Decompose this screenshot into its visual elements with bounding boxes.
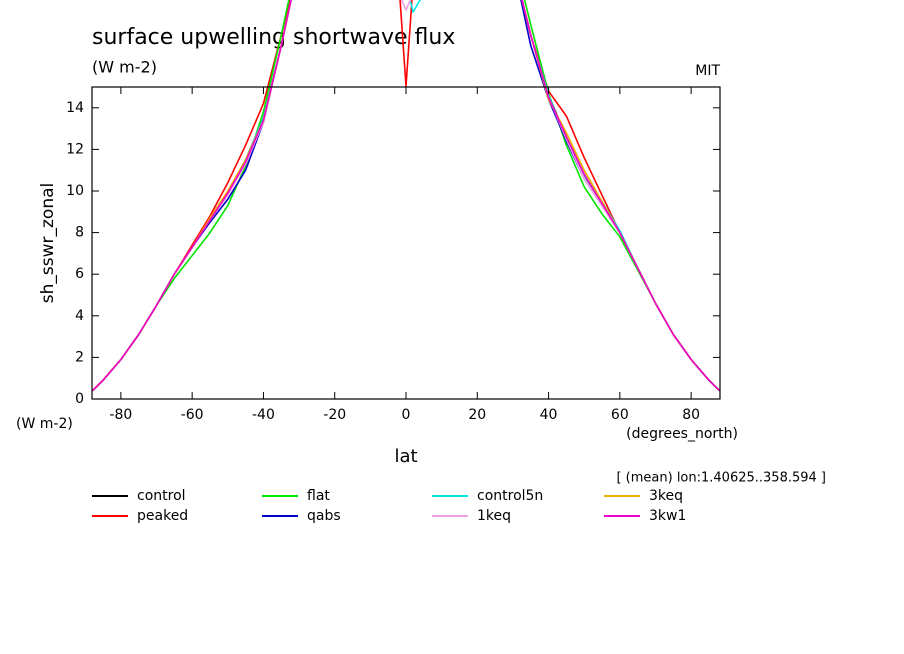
- x-units: (degrees_north): [626, 426, 738, 442]
- legend-label: control: [137, 488, 186, 504]
- y-units: (W m-2): [16, 416, 73, 432]
- y-tick-label: 0: [75, 391, 84, 407]
- chart-subtitle: (W m-2): [92, 58, 157, 77]
- y-tick-label: 4: [75, 308, 84, 324]
- y-tick-label: 10: [66, 183, 84, 199]
- y-tick-label: 8: [75, 225, 84, 241]
- series-line: [91, 0, 721, 392]
- source-label: MIT: [695, 63, 720, 79]
- legend-label: 3kw1: [649, 508, 686, 524]
- legend-label: flat: [307, 488, 330, 504]
- x-tick-label: -80: [109, 407, 132, 423]
- legend-label: 3keq: [649, 488, 683, 504]
- legend-label: control5n: [477, 488, 543, 504]
- y-tick-label: 2: [75, 349, 84, 365]
- x-tick-label: 60: [611, 407, 629, 423]
- legend-label: peaked: [137, 508, 188, 524]
- y-tick-label: 14: [66, 100, 84, 116]
- x-tick-label: 20: [468, 407, 486, 423]
- x-tick-label: -20: [323, 407, 346, 423]
- y-tick-label: 12: [66, 141, 84, 157]
- x-tick-label: 80: [682, 407, 700, 423]
- x-tick-label: 40: [540, 407, 558, 423]
- legend-label: 1keq: [477, 508, 511, 524]
- annotation: [ (mean) lon:1.40625..358.594 ]: [616, 471, 826, 486]
- legend-label: qabs: [307, 508, 341, 524]
- x-tick-label: 0: [402, 407, 411, 423]
- y-tick-label: 6: [75, 266, 84, 282]
- x-tick-label: -40: [252, 407, 275, 423]
- series-line: [91, 0, 721, 392]
- x-axis-label: lat: [394, 446, 417, 467]
- x-tick-label: -60: [181, 407, 204, 423]
- y-axis-label: sh_sswr_zonal: [38, 183, 58, 303]
- chart-title: surface upwelling shortwave flux: [92, 25, 455, 50]
